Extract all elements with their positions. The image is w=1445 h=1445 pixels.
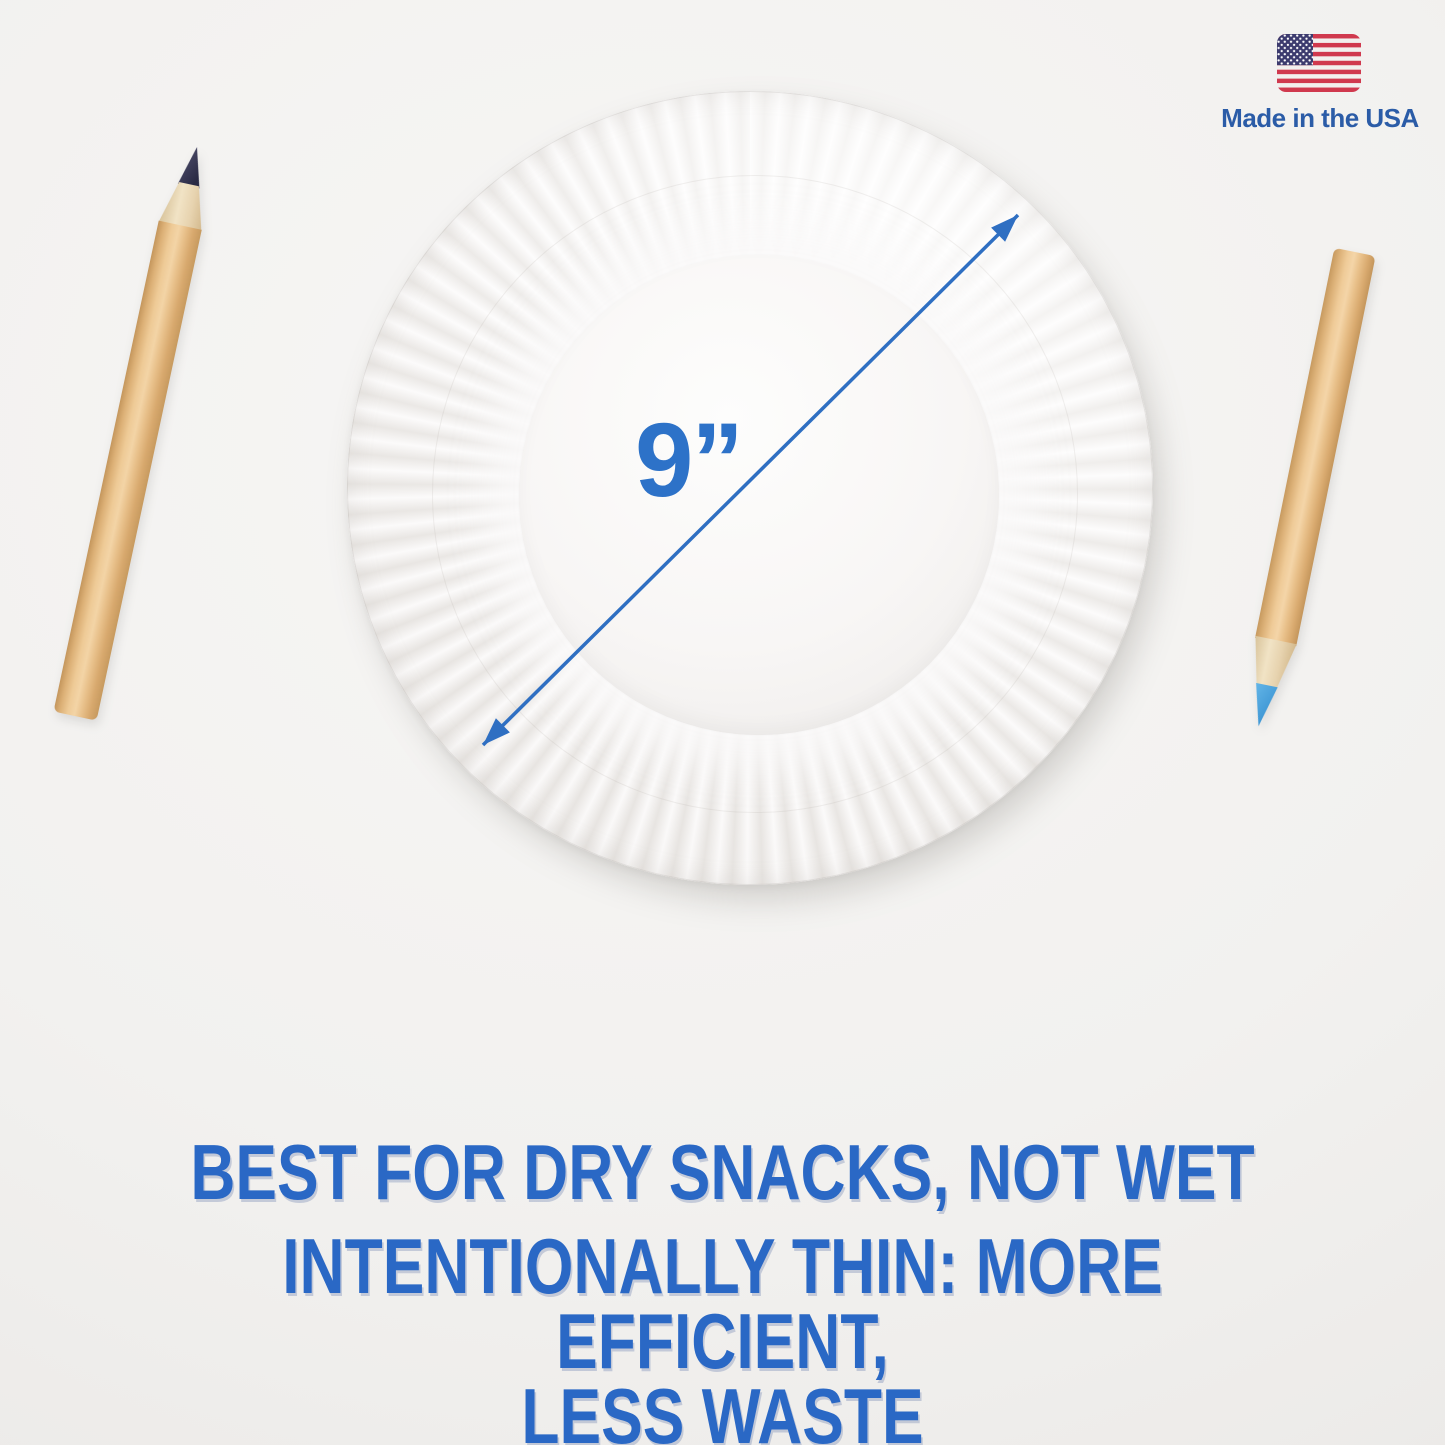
caption-block: BEST FOR DRY SNACKS, NOT WET INTENTIONAL… (145, 1133, 1301, 1445)
caption-line-1: BEST FOR DRY SNACKS, NOT WET (190, 1128, 1255, 1216)
diameter-label: 9” (635, 402, 744, 519)
pencil-left-body (53, 220, 202, 721)
pencil-left-lead-tip (178, 145, 208, 189)
pencil-right-body (1255, 247, 1376, 647)
pencil-left (53, 142, 218, 721)
us-flag-icon (1277, 34, 1361, 92)
pencil-right-lead-tip (1248, 683, 1278, 729)
caption-line-3: LESS WASTE (521, 1372, 924, 1445)
pencil-right (1238, 247, 1376, 733)
plate-crease-ring (432, 175, 1078, 813)
caption-line-2: INTENTIONALLY THIN: MORE EFFICIENT, (282, 1222, 1163, 1385)
pencil-right-wood-collar (1246, 636, 1297, 691)
made-in-usa-label: Made in the USA (1221, 103, 1419, 133)
plate-center-well (519, 255, 999, 735)
paper-plate (347, 91, 1153, 885)
